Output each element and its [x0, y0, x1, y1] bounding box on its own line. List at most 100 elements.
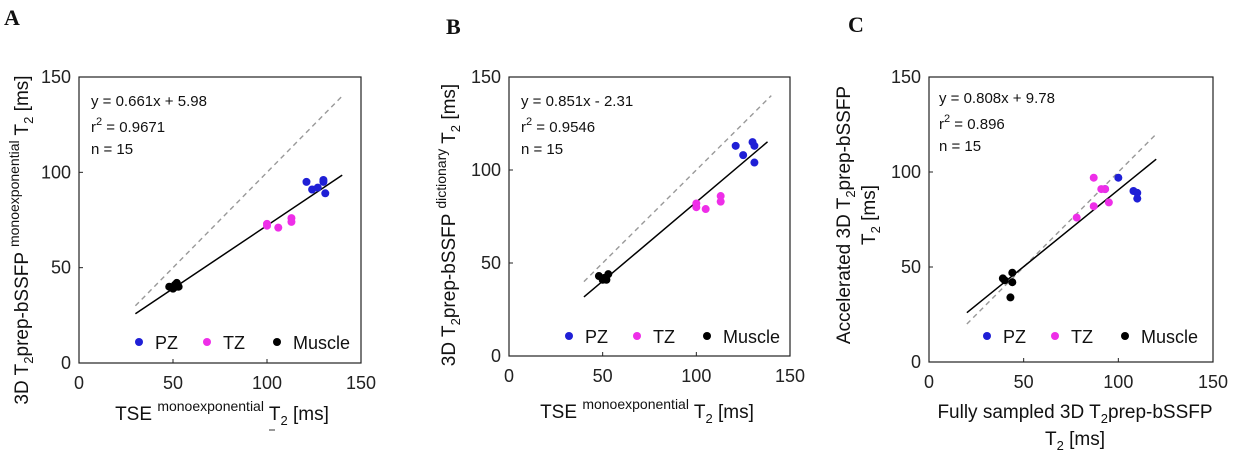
panel-c-y-label-line1: Accelerated 3D T2prep-bSSFP	[834, 86, 858, 344]
panel-c-n-count: n = 15	[939, 138, 981, 155]
panel-a-equation: y = 0.661x + 5.98	[91, 93, 207, 110]
panel-c-legend-label-muscle: Muscle	[1141, 327, 1198, 347]
panel-a-legend-marker-pz	[135, 338, 143, 346]
panel-c-plot: 0 50 100 150 0 50 100 150 y = 0.808x + 9.78 r2 = …	[891, 67, 1228, 392]
panel-a-y-tick-label: 0	[61, 353, 71, 373]
panel-c-point-muscle	[1006, 293, 1015, 302]
panel-a-x-tick-label: 50	[163, 373, 183, 393]
panel-b-equation: y = 0.851x - 2.31	[521, 93, 633, 110]
panel-c-y-label-line2: T2 [ms]	[859, 185, 883, 245]
panel-b-x-label: TSE monoexponential T2 [ms]	[540, 396, 754, 426]
panel-a-legend-marker-tz	[203, 338, 211, 346]
panel-a-x-label: TSE monoexponential T2 [ms]	[115, 398, 329, 428]
panel-c-legend-marker-pz	[983, 332, 991, 340]
panel-c-x-tick-label: 150	[1198, 372, 1228, 392]
panel-c-y-tick-label: 0	[911, 352, 921, 372]
panel-a: A 3D T2prep-bSSFP monoexponential T2 [ms…	[4, 5, 376, 431]
panel-a-x-tick-label: 0	[74, 373, 84, 393]
panel-c-y-label: Accelerated 3D T2prep-bSSFP T2 [ms]	[834, 86, 883, 344]
panel-b-x-tick-label: 50	[593, 366, 613, 386]
panel-a-point-tz	[263, 221, 271, 230]
panel-a-y-label: 3D T2prep-bSSFP monoexponential T2 [ms]	[6, 75, 36, 404]
panel-b-point-pz	[750, 158, 759, 167]
panel-c-point-tz	[1089, 202, 1098, 211]
panel-a-r-squared: r2 = 0.9671	[91, 116, 165, 136]
panel-b-legend-marker-pz	[565, 332, 573, 340]
panel-b-r-squared: r2 = 0.9546	[521, 116, 595, 136]
panel-c-y-tick-label: 50	[901, 257, 921, 277]
panel-b-x-tick-label: 150	[775, 366, 805, 386]
panel-c-point-pz	[1133, 188, 1142, 197]
panel-b-point-muscle	[604, 270, 613, 279]
panel-b-y-tick-label: 100	[471, 160, 501, 180]
panel-c-equation: y = 0.808x + 9.78	[939, 90, 1055, 107]
panel-b-y-tick-label: 150	[471, 67, 501, 87]
panel-b-legend-label-pz: PZ	[585, 327, 608, 347]
panel-a-point-pz	[313, 183, 322, 192]
panel-a-identity-line	[134, 95, 343, 307]
panel-c-legend-label-pz: PZ	[1003, 327, 1026, 347]
panel-b-point-pz	[731, 141, 740, 150]
panel-a-x-tick-label: 100	[252, 373, 282, 393]
panel-c-point-tz	[1089, 173, 1098, 182]
panel-a-legend-label-tz: TZ	[223, 333, 245, 353]
panel-b-point-tz	[701, 205, 710, 214]
panel-c-fit-line	[966, 158, 1157, 314]
panel-b-n-count: n = 15	[521, 141, 563, 158]
panel-b: B 3D T2prep-bSSFP dictionary T2 [ms] TSE…	[433, 14, 805, 426]
panel-a-y-tick-label: 100	[41, 162, 71, 182]
panel-b-y-tick-label: 0	[491, 346, 501, 366]
panel-b-legend-marker-muscle	[703, 332, 711, 340]
panel-a-point-tz	[274, 223, 283, 232]
panel-c-point-pz	[1114, 173, 1123, 182]
panel-c-point-tz	[1101, 185, 1110, 194]
panel-a-point-pz	[302, 177, 311, 186]
panel-c-x-label: Fully sampled 3D T2prep-bSSFP T2 [ms]	[937, 402, 1212, 453]
panel-c-legend-marker-muscle	[1121, 332, 1129, 340]
panel-c-r-squared: r2 = 0.896	[939, 113, 1005, 133]
panel-a-point-muscle	[174, 282, 183, 291]
panel-b-point-tz	[716, 192, 725, 201]
panel-b-plot: 0 50 100 150 0 50 100 150 y = 0.851x - 2.31 r2 = …	[471, 67, 805, 386]
panel-c-label: C	[848, 12, 864, 37]
panel-c-y-tick-label: 150	[891, 67, 921, 87]
panel-a-y-tick-label: 50	[51, 258, 71, 278]
panel-c-y-tick-label: 100	[891, 162, 921, 182]
panel-b-legend-label-muscle: Muscle	[723, 327, 780, 347]
panel-b-fit-line	[583, 141, 769, 298]
panel-c-point-muscle	[1008, 278, 1017, 287]
panel-c-x-tick-label: 0	[924, 372, 934, 392]
panel-c-point-muscle	[1000, 276, 1009, 285]
panel-a-y-tick-label: 150	[41, 67, 71, 87]
panel-b-point-pz	[739, 151, 748, 160]
panel-a-label: A	[4, 5, 20, 30]
panel-b-point-pz	[750, 141, 759, 150]
panel-b-identity-line	[583, 95, 772, 283]
panel-b-y-tick-label: 50	[481, 253, 501, 273]
panel-a-legend-marker-muscle	[273, 338, 281, 346]
panel-c: C Accelerated 3D T2prep-bSSFP T2 [ms] Fu…	[834, 12, 1228, 453]
panel-a-plot: 0 50 100 150 0 50 100 150 y = 0.661x + 5.98 r2 = …	[41, 67, 376, 393]
panel-b-point-tz	[716, 197, 725, 206]
panel-c-x-label-line1: Fully sampled 3D T2prep-bSSFP	[937, 402, 1212, 426]
panel-b-legend-label-tz: TZ	[653, 327, 675, 347]
panel-c-point-tz	[1104, 198, 1113, 207]
panel-c-legend-label-tz: TZ	[1071, 327, 1093, 347]
panel-a-legend-label-muscle: Muscle	[293, 333, 350, 353]
panel-c-x-tick-label: 100	[1103, 372, 1133, 392]
panel-b-legend-marker-tz	[633, 332, 641, 340]
panel-a-point-pz	[319, 177, 328, 186]
panel-c-x-label-line2: T2 [ms]	[1045, 429, 1105, 453]
panel-b-x-tick-label: 100	[681, 366, 711, 386]
panel-a-point-pz	[321, 189, 330, 198]
panel-a-legend-label-pz: PZ	[155, 333, 178, 353]
panel-c-point-pz	[1133, 194, 1142, 203]
panel-c-point-muscle	[1008, 268, 1017, 277]
panel-b-point-tz	[692, 203, 701, 212]
panel-c-legend-marker-tz	[1051, 332, 1059, 340]
panel-b-label: B	[446, 14, 461, 39]
panel-c-x-tick-label: 50	[1014, 372, 1034, 392]
panel-b-x-tick-label: 0	[504, 366, 514, 386]
panel-c-point-tz	[1072, 213, 1081, 222]
